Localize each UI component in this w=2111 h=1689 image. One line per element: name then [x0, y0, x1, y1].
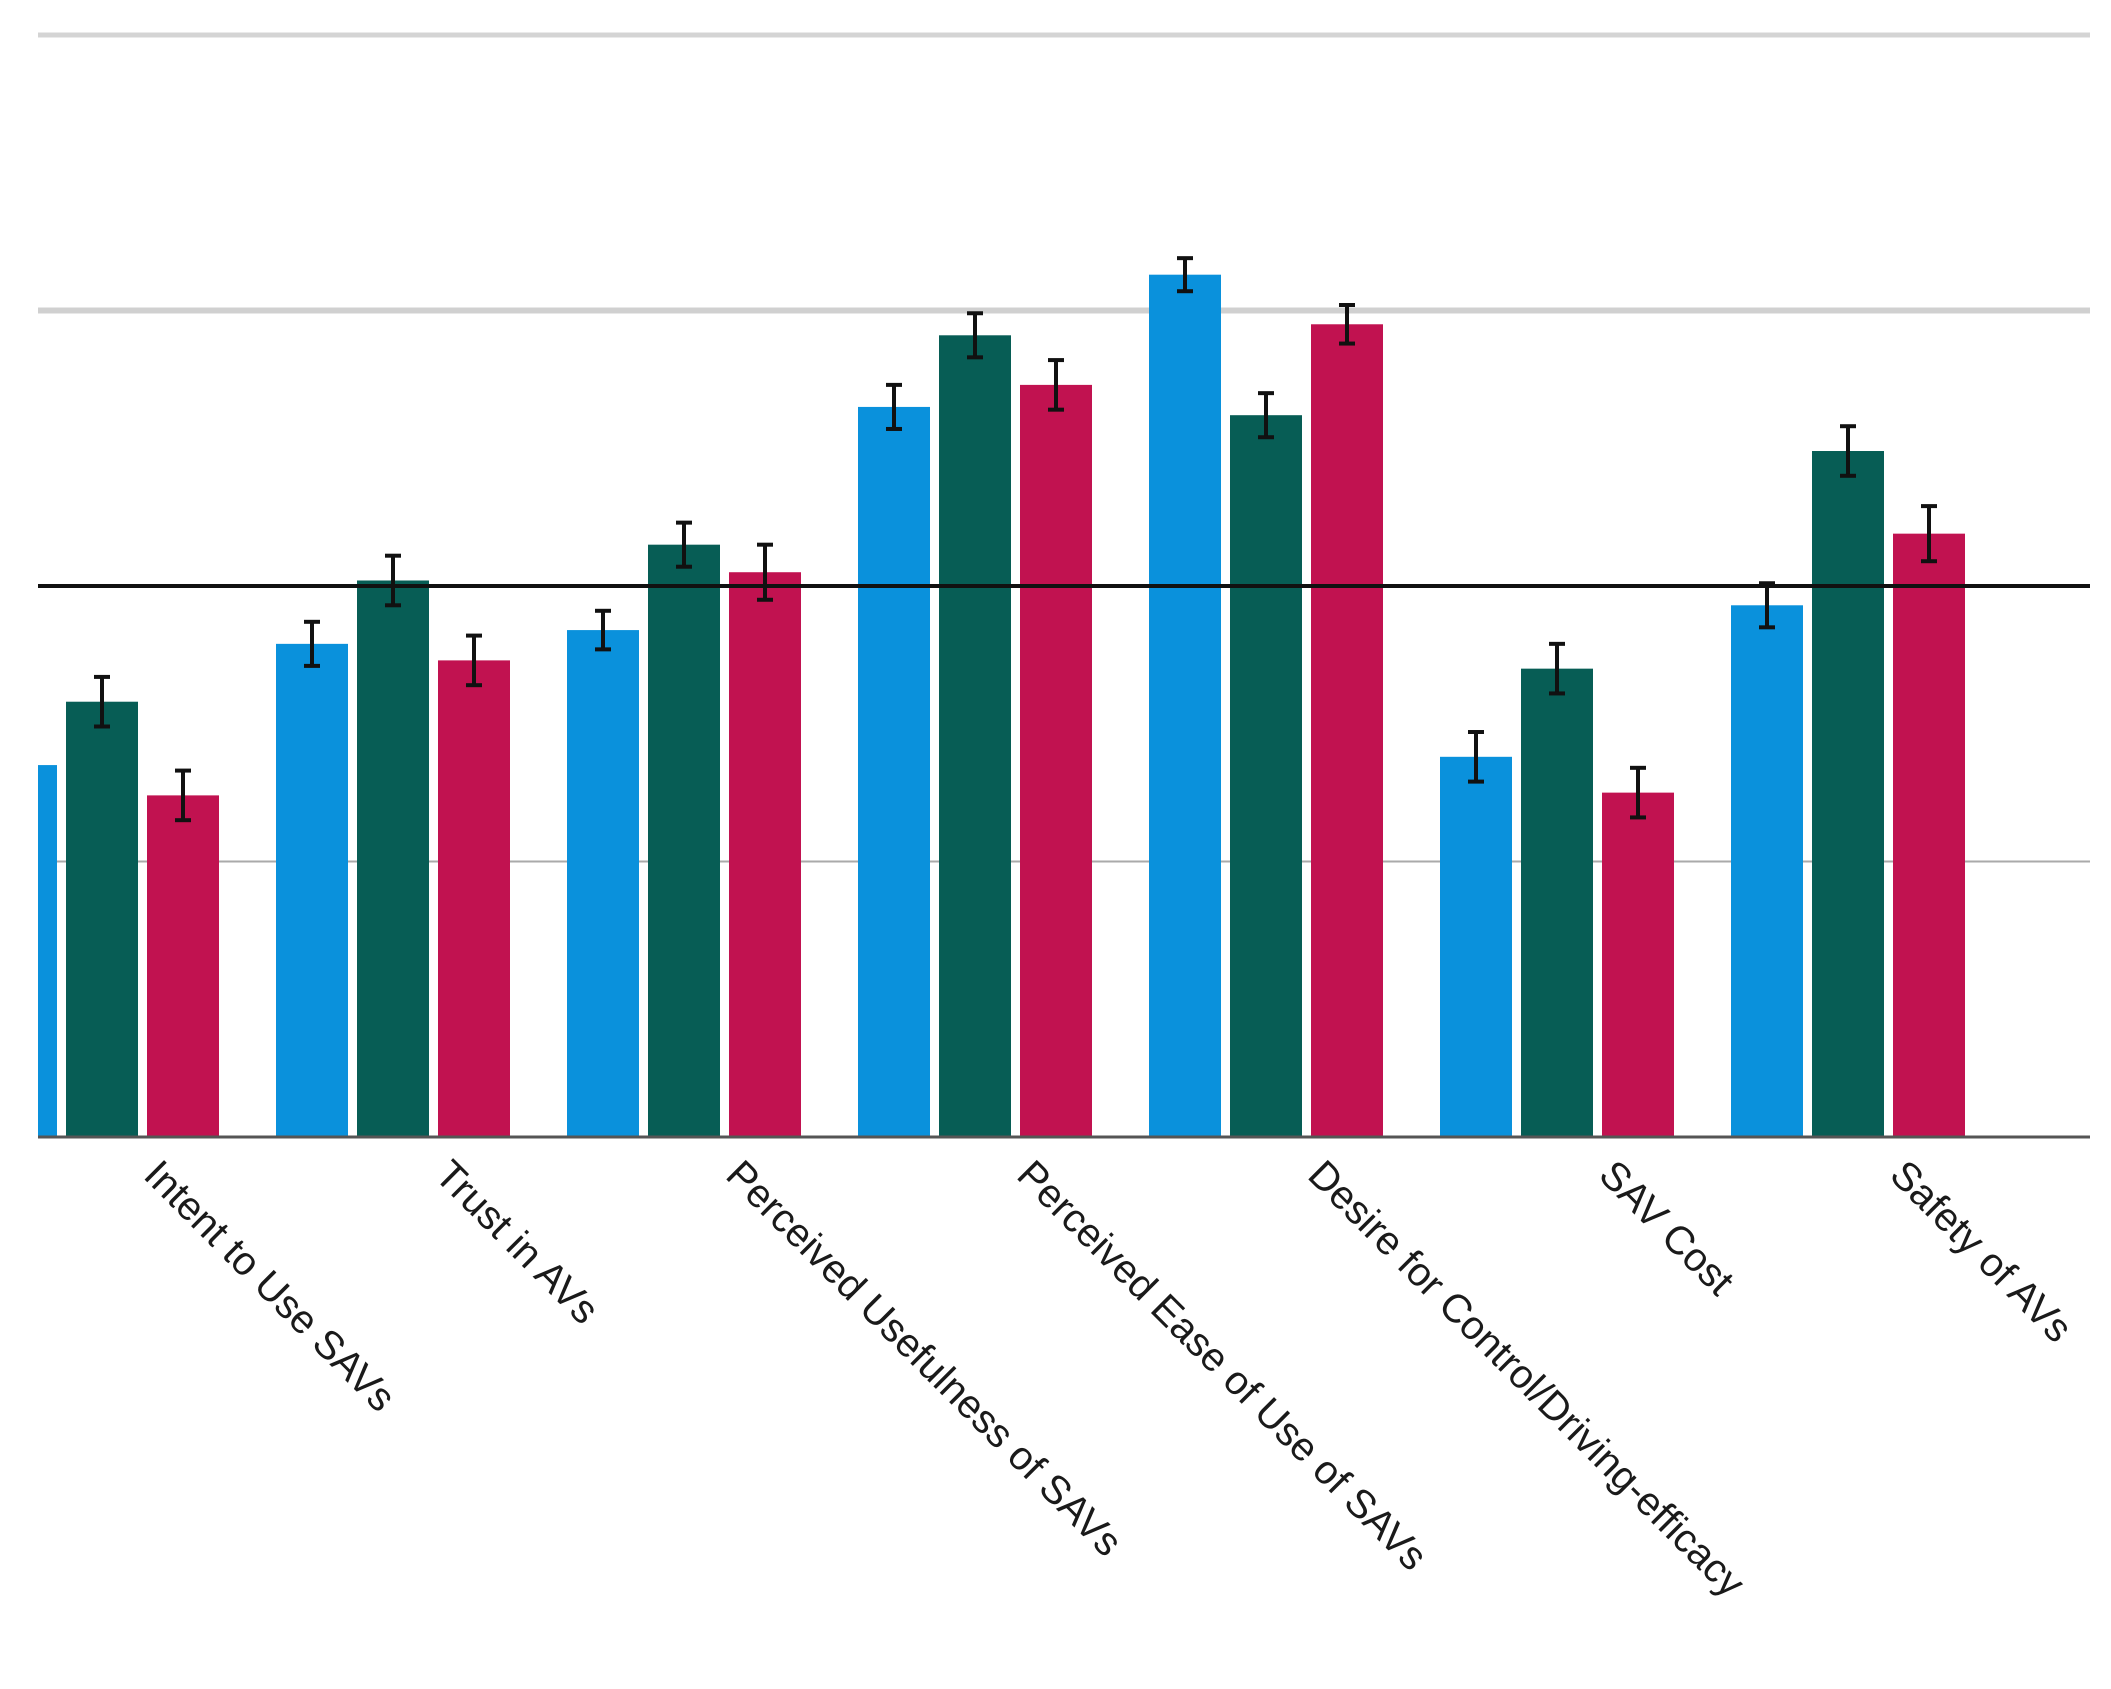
- bar-4-series-3: [1020, 384, 1092, 1137]
- bar-6-series-2: [1521, 668, 1593, 1137]
- bar-5-series-3: [1311, 324, 1383, 1137]
- bar-7-series-3: [1893, 533, 1965, 1137]
- bar-6-series-1: [1440, 756, 1512, 1137]
- x-tick-label-6: SAV Cost: [1591, 1152, 1743, 1304]
- error-bars: [94, 256, 1937, 823]
- bar-3-series-3: [729, 572, 801, 1137]
- bar-2-series-3: [438, 660, 510, 1137]
- bars: [38, 274, 1965, 1137]
- bar-4-series-1: [858, 406, 930, 1137]
- x-tick-label-7: Safety of AVs: [1882, 1152, 2081, 1351]
- x-tick-label-1: Intent to Use SAVs: [136, 1152, 404, 1420]
- x-tick-label-2: Trust in AVs: [427, 1152, 607, 1332]
- bar-1-series-1: [38, 765, 57, 1137]
- bar-2-series-2: [357, 580, 429, 1137]
- bar-1-series-2: [66, 701, 138, 1137]
- bar-2-series-1: [276, 643, 348, 1137]
- bar-4-series-2: [939, 335, 1011, 1137]
- bar-1-series-3: [147, 795, 219, 1137]
- bar-5-series-2: [1230, 415, 1302, 1137]
- bar-3-series-1: [567, 630, 639, 1137]
- bar-3-series-2: [648, 544, 720, 1137]
- bar-7-series-1: [1731, 605, 1803, 1137]
- bar-7-series-2: [1812, 451, 1884, 1137]
- bar-6-series-3: [1602, 792, 1674, 1137]
- x-tick-labels: Intent to Use SAVs Trust in AVs Perceived …: [136, 1152, 2081, 1605]
- bar-5-series-1: [1149, 274, 1221, 1137]
